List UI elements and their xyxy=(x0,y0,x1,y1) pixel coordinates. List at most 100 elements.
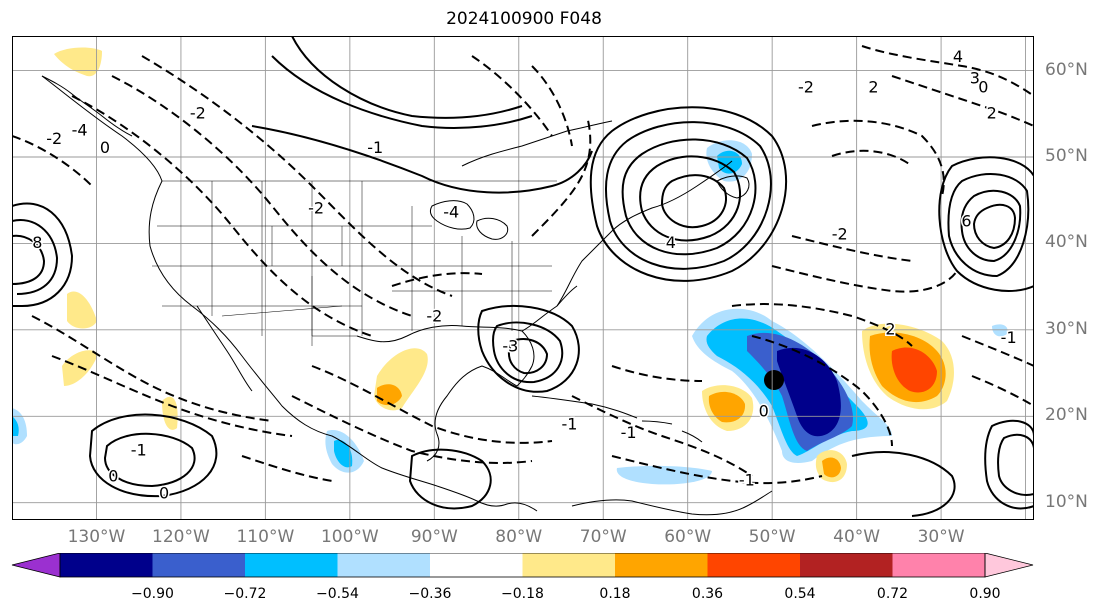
contour-se-east-2 xyxy=(997,433,1034,496)
negative-anomaly-east-edge xyxy=(992,324,1008,337)
colorbar-cell xyxy=(522,553,616,577)
colorbar-cell xyxy=(245,553,338,577)
contour-label: 0 xyxy=(159,484,169,503)
colorbar-cell xyxy=(800,553,893,577)
contour-dash-22 xyxy=(531,65,573,147)
colorbar-tick-label: 0.90 xyxy=(969,586,1001,602)
positive-anomaly-small-b-inner xyxy=(822,457,841,478)
contour-dash-9 xyxy=(611,365,703,382)
contour-high-ne-4 xyxy=(972,203,1017,250)
contour-label: -2 xyxy=(426,306,442,325)
contour-label: -1 xyxy=(1001,328,1017,347)
contour-label: -2 xyxy=(190,103,206,122)
contour-dash-11 xyxy=(771,265,958,293)
latitude-label: 50°N xyxy=(1045,146,1088,166)
contour-high-north-5 xyxy=(660,174,727,229)
contour-high-north-3 xyxy=(621,138,757,256)
positive-anomaly-small-a-inner xyxy=(708,391,746,423)
contour-dash-1 xyxy=(71,95,373,337)
longitude-label: 60°W xyxy=(664,527,712,547)
contour-label: -2 xyxy=(832,224,848,243)
negative-anomaly-west-edge-inner xyxy=(12,416,19,436)
longitude-label: 120°W xyxy=(152,527,210,547)
latitude-label: 10°N xyxy=(1045,491,1088,512)
contour-label: 0 xyxy=(108,466,118,485)
positive-anomaly-north xyxy=(54,47,102,77)
colorbar-cell xyxy=(152,553,246,577)
latitude-label: 60°N xyxy=(1045,59,1088,80)
coastlines xyxy=(41,75,773,516)
longitude-label: 70°W xyxy=(579,527,627,547)
positive-anomaly-inner xyxy=(891,347,937,393)
contour-label: 8 xyxy=(32,233,42,252)
colorbar-tick-label: 0.72 xyxy=(876,586,909,602)
contour-high-nw-2 xyxy=(12,219,59,295)
contour-high-ne-1 xyxy=(938,156,1034,292)
contour-label: 2 xyxy=(868,77,878,96)
contour-label: 2 xyxy=(885,319,895,338)
colorbar-tick-label: 0.18 xyxy=(599,586,631,602)
contour-dash-17 xyxy=(731,303,913,347)
contour-high-north-4 xyxy=(639,155,742,242)
contour-lines-dashed xyxy=(12,45,1034,485)
contour-low-se-3 xyxy=(507,338,549,375)
contour-high-north-2 xyxy=(604,121,772,270)
contour-label: -3 xyxy=(502,337,518,356)
contour-label: -2 xyxy=(46,129,62,148)
contour-dash-14 xyxy=(831,149,913,167)
contour-low-se-1 xyxy=(477,305,580,393)
longitude-label: 90°W xyxy=(410,527,458,547)
contour-dash-24 xyxy=(611,455,823,485)
contour-dash-13 xyxy=(811,119,945,197)
contour-low-pacific-2 xyxy=(103,432,196,488)
contour-mid-us-3 xyxy=(291,36,523,119)
colorbar-cell xyxy=(430,553,523,577)
storm-center-marker xyxy=(764,370,784,390)
contour-dash-5 xyxy=(51,355,293,437)
longitude-label: 40°W xyxy=(833,527,881,547)
colorbar-tick-label: 0.36 xyxy=(691,586,724,602)
contour-dash-3 xyxy=(141,55,453,297)
longitude-label: 130°W xyxy=(67,527,126,547)
contour-low-pacific-1 xyxy=(88,413,218,498)
contour-se-east xyxy=(984,419,1034,510)
contour-label: -1 xyxy=(131,440,147,459)
longitude-label: 80°W xyxy=(495,527,543,547)
contour-label: 0 xyxy=(978,77,988,96)
state-borders xyxy=(152,180,557,346)
latitude-label: 30°N xyxy=(1045,318,1088,339)
colorbar xyxy=(11,553,1034,578)
contour-label: 3 xyxy=(970,69,980,88)
longitude-label: 30°W xyxy=(917,527,965,547)
contour-dash-18 xyxy=(751,335,893,447)
colorbar-cell xyxy=(337,553,431,577)
contour-label: -4 xyxy=(72,121,88,140)
longitude-label: 110°W xyxy=(236,527,295,547)
colorbar-tick-label: −0.36 xyxy=(408,586,452,602)
contour-label: -2 xyxy=(308,198,324,217)
colorbar-tick-label: −0.90 xyxy=(131,586,174,602)
contour-label: 6 xyxy=(961,211,971,230)
contour-mid-us-2 xyxy=(271,55,533,129)
colorbar-tick-label: −0.54 xyxy=(316,586,359,602)
contour-dash-20 xyxy=(971,375,1034,407)
contour-east-lower xyxy=(851,451,956,517)
colorbar-cell xyxy=(60,553,153,577)
contour-dash-6 xyxy=(311,365,553,444)
contour-dash-19 xyxy=(961,335,1034,367)
contour-dash-12 xyxy=(791,235,913,262)
contour-high-nw-1 xyxy=(12,202,74,307)
contour-label: -4 xyxy=(443,203,459,222)
colorbar-extend-low xyxy=(11,553,61,578)
colorbar-cell xyxy=(707,553,801,577)
contour-dash-8 xyxy=(571,395,753,477)
colorbar-extend-high xyxy=(984,553,1034,578)
negative-anomaly-mexico-inner xyxy=(334,439,353,468)
latitude-label: 40°N xyxy=(1045,232,1088,253)
map-border xyxy=(12,36,1034,520)
contour-dash-15 xyxy=(861,45,1034,97)
contour-label: -1 xyxy=(367,138,383,157)
contour-label: -1 xyxy=(621,423,637,442)
